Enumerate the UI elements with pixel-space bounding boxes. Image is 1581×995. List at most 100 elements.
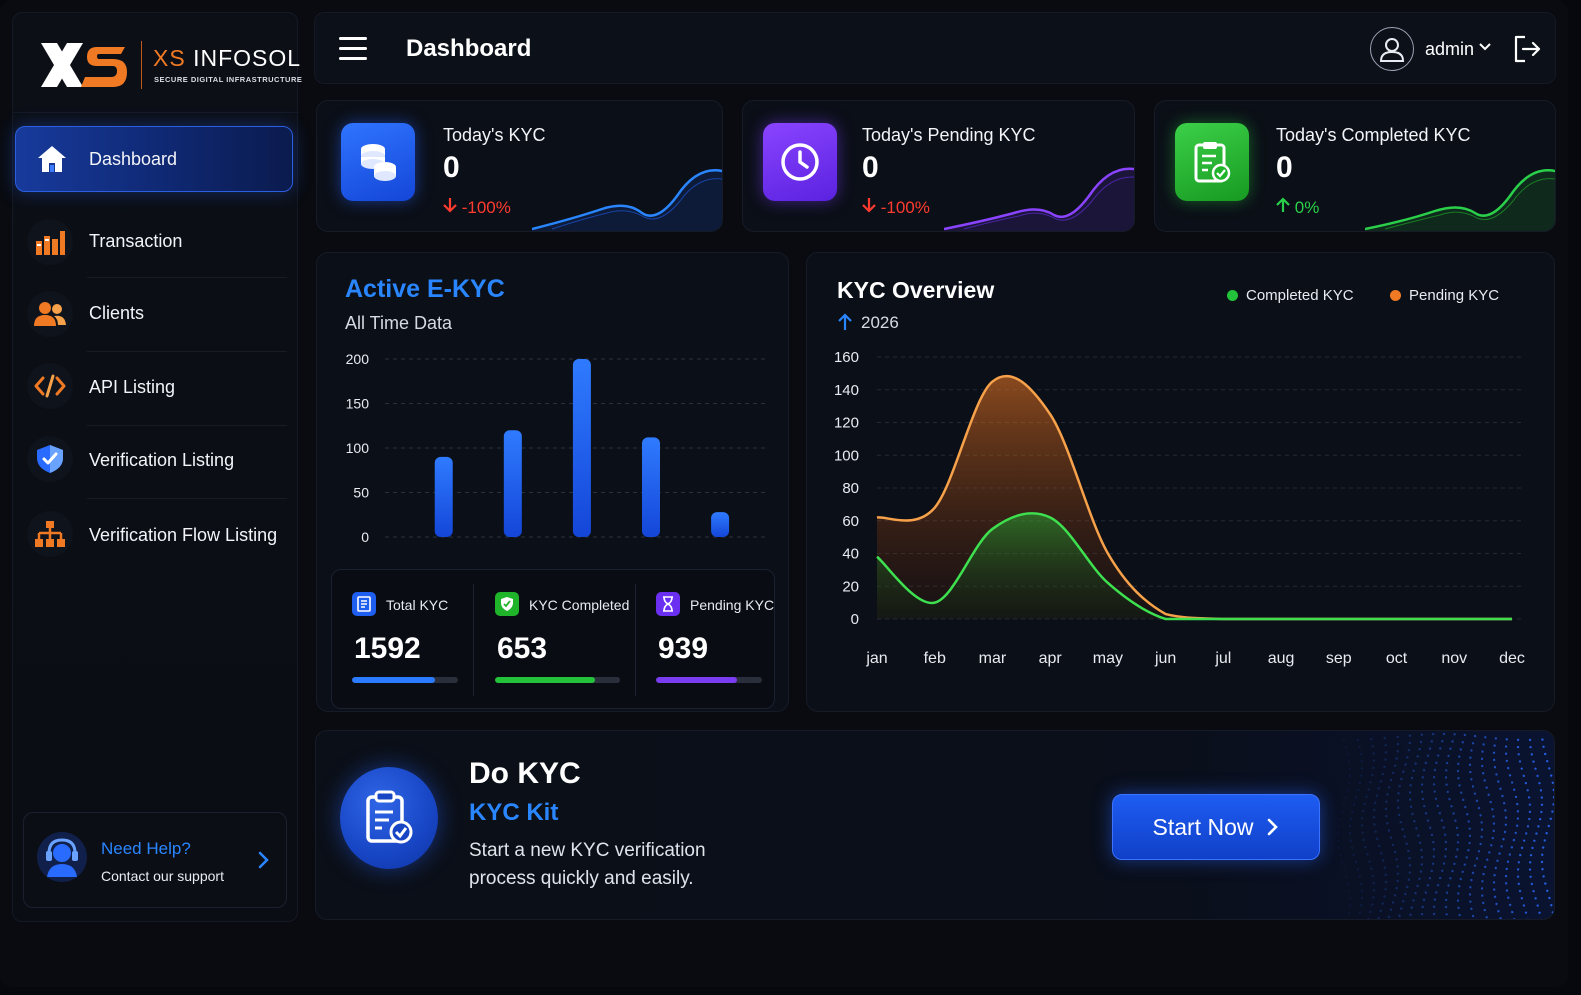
sparkline-wave xyxy=(944,167,1134,231)
progress-bar xyxy=(495,677,620,683)
home-icon xyxy=(38,146,66,172)
y-tick-label: 80 xyxy=(842,480,859,497)
y-tick-label: 150 xyxy=(346,396,370,412)
sidebar-item-label: API Listing xyxy=(89,377,176,397)
legend-completed: Completed KYC xyxy=(1227,287,1354,304)
do-kyc-banner: Do KYC KYC Kit Start a new KYC verificat… xyxy=(315,730,1555,920)
chevron-right-icon xyxy=(1268,818,1279,836)
stat-value: 0 xyxy=(443,151,460,184)
support-agent-icon xyxy=(37,832,87,882)
ekyc-summary: Total KYC 1592 KYC Completed 653 Pending… xyxy=(331,569,775,709)
user-name[interactable]: admin xyxy=(1425,39,1475,59)
y-tick-label: 160 xyxy=(834,349,859,366)
completed-kyc-line[interactable] xyxy=(876,512,1512,621)
sidebar-item-verification-listing[interactable]: Verification Listing xyxy=(13,426,299,500)
stat-title: Today's Completed KYC xyxy=(1276,125,1471,145)
x-tick-label: jul xyxy=(1214,650,1231,667)
y-tick-label: 20 xyxy=(842,578,859,595)
document-icon xyxy=(357,596,371,612)
stat-title: Today's KYC xyxy=(443,125,546,145)
summary-icon-box xyxy=(352,592,376,616)
column-divider xyxy=(473,584,474,696)
sparkline-wave xyxy=(532,169,722,231)
bar-chart-icon xyxy=(36,231,65,255)
top-header: Dashboard admin xyxy=(314,12,1556,84)
x-tick-label: jun xyxy=(1154,650,1176,667)
summary-icon-box xyxy=(495,592,519,616)
stat-change: -100% xyxy=(862,197,930,218)
y-tick-label: 100 xyxy=(346,440,370,456)
completed-kyc-area xyxy=(877,513,1512,619)
sparkline-wave xyxy=(1365,169,1555,231)
brand-tagline: SECURE DIGITAL INFRASTRUCTURE xyxy=(154,75,303,84)
stat-change-value: 0% xyxy=(1294,198,1320,217)
x-tick-label: dec xyxy=(1499,650,1525,667)
column-divider xyxy=(635,584,636,696)
y-tick-label: 0 xyxy=(361,529,369,545)
summary-kyc-completed: KYC Completed 653 xyxy=(489,570,629,710)
start-now-button[interactable]: Start Now xyxy=(1112,794,1320,860)
help-card[interactable]: Need Help? Contact our support xyxy=(23,812,287,908)
summary-label: Total KYC xyxy=(386,597,449,613)
stat-card-todays-pending-kyc[interactable]: Today's Pending KYC 0 -100% xyxy=(742,100,1135,232)
user-icon xyxy=(1379,38,1405,62)
banner-title: Do KYC xyxy=(469,757,581,790)
chevron-right-icon[interactable] xyxy=(258,851,270,869)
y-tick-label: 140 xyxy=(834,382,859,399)
chart-bar[interactable] xyxy=(503,430,522,537)
hierarchy-icon xyxy=(35,521,65,547)
chart-bar[interactable] xyxy=(642,437,660,537)
chart-bar[interactable] xyxy=(434,456,453,537)
brand-name-suffix: INFOSOL xyxy=(193,45,302,71)
x-tick-label: feb xyxy=(924,650,946,667)
stat-card-todays-kyc[interactable]: Today's KYC 0 -100% xyxy=(316,100,723,232)
stat-icon-box xyxy=(341,123,415,201)
x-tick-label: nov xyxy=(1441,650,1467,667)
kyc-overview-panel: KYC Overview 2026 Completed KYC Pending … xyxy=(806,252,1555,712)
panel-title: Active E-KYC xyxy=(345,275,505,303)
chart-bar[interactable] xyxy=(711,512,730,537)
sidebar: XS INFOSOL SECURE DIGITAL INFRASTRUCTURE… xyxy=(12,12,303,922)
banner-subtitle: KYC Kit xyxy=(469,799,559,826)
button-label: Start Now xyxy=(1152,813,1254,840)
stat-change: -100% xyxy=(443,197,511,218)
sidebar-item-label: Verification Flow Listing xyxy=(89,525,278,545)
ekyc-bar-chart: 0 50 100 150 200 xyxy=(346,351,765,545)
brand-logo[interactable]: XS INFOSOL SECURE DIGITAL INFRASTRUCTURE xyxy=(13,13,303,113)
nav-divider xyxy=(87,425,287,426)
sidebar-item-label: Transaction xyxy=(89,231,183,251)
summary-label: Pending KYC xyxy=(690,597,775,613)
sidebar-item-label: Verification Listing xyxy=(89,450,235,470)
sidebar-item-transaction[interactable]: Transaction xyxy=(13,205,299,279)
overview-year: 2026 xyxy=(861,313,899,332)
shield-check-icon xyxy=(501,597,513,611)
x-tick-label: jan xyxy=(865,650,887,667)
chart-bar[interactable] xyxy=(572,359,591,537)
sidebar-item-verification-flow-listing[interactable]: Verification Flow Listing xyxy=(13,499,299,573)
stat-value: 0 xyxy=(1276,151,1293,184)
sidebar-item-clients[interactable]: Clients xyxy=(13,279,299,353)
avatar[interactable] xyxy=(1370,27,1414,71)
code-icon xyxy=(34,374,66,398)
menu-icon[interactable] xyxy=(339,37,367,61)
progress-bar xyxy=(352,677,458,683)
logout-icon[interactable] xyxy=(1513,35,1541,63)
x-tick-label: apr xyxy=(1039,650,1063,667)
summary-total-kyc: Total KYC 1592 xyxy=(346,570,466,710)
legend-dot xyxy=(1227,290,1238,301)
brand-name-prefix: XS xyxy=(153,45,186,71)
banner-description: Start a new KYC verification process qui… xyxy=(469,840,706,889)
chevron-down-icon[interactable] xyxy=(1479,43,1491,51)
sidebar-item-api-listing[interactable]: API Listing xyxy=(13,353,299,427)
stat-card-todays-completed-kyc[interactable]: Today's Completed KYC 0 0% xyxy=(1154,100,1556,232)
arrow-down-icon xyxy=(443,198,457,213)
sidebar-item-label: Clients xyxy=(89,303,145,323)
nav-divider xyxy=(87,498,287,499)
stat-change-value: -100% xyxy=(880,198,930,217)
shield-check-icon xyxy=(37,445,63,473)
panel-title: KYC Overview xyxy=(837,277,995,303)
x-tick-label: oct xyxy=(1386,650,1408,667)
x-tick-label: aug xyxy=(1268,650,1295,667)
sidebar-item-dashboard[interactable]: Dashboard xyxy=(15,126,293,192)
xs-logo-icon xyxy=(41,43,127,87)
